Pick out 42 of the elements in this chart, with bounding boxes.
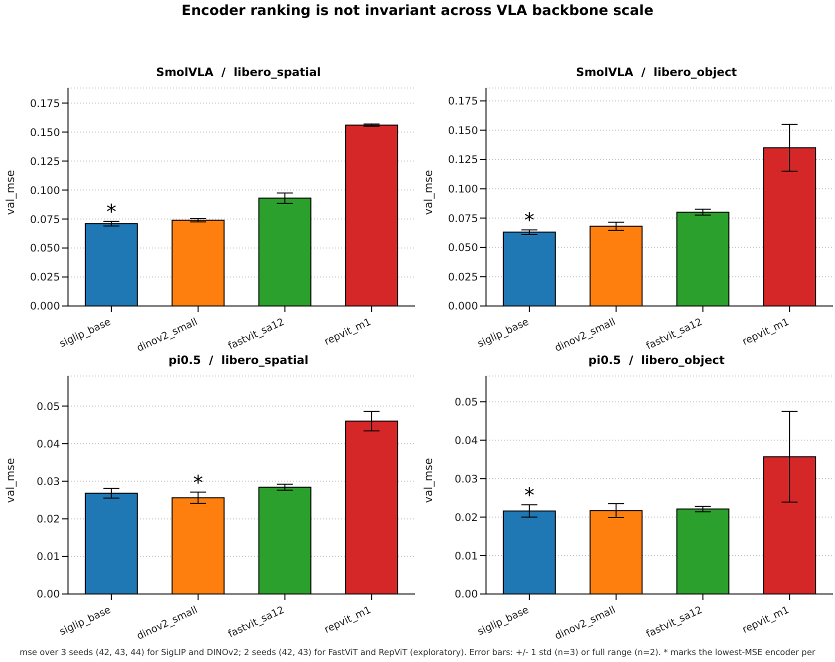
y-tick-label: 0.150 bbox=[448, 124, 478, 137]
y-tick-label: 0.175 bbox=[30, 98, 60, 110]
chart-title: SmolVLA / libero_object bbox=[575, 65, 738, 81]
text: mse over 3 seeds (42, 43, 44) for SigLIP and DINOv2; 2 seeds (42, 43) for FastViT and RepViT (exploratory). Error bars: +/- 1 std (n=3) or full range (n=2). * marks the lowest-MSE encoder per bbox=[18, 647, 816, 657]
y-tick-label: 0.000 bbox=[30, 300, 60, 313]
y-tick-label: 0.00 bbox=[36, 588, 60, 601]
y-tick-label: 0.01 bbox=[36, 551, 60, 564]
y-tick-label: 0.05 bbox=[454, 396, 478, 408]
y-tick-label: 0.050 bbox=[448, 242, 478, 254]
y-tick-label: 0.04 bbox=[36, 438, 60, 450]
text: Encoder ranking is not invariant across VLA backbone scale bbox=[180, 3, 654, 19]
chart-title: pi0.5 / libero_object bbox=[587, 353, 726, 369]
y-axis-title: val_mse bbox=[422, 170, 435, 216]
y-tick-label: 0.025 bbox=[30, 272, 60, 284]
annotation: * bbox=[106, 200, 116, 224]
y-tick-label: 0.02 bbox=[454, 512, 478, 524]
y-tick-label: 0.175 bbox=[448, 96, 478, 108]
y-tick-label: 0.075 bbox=[30, 214, 60, 226]
y-axis-title: val_mse bbox=[422, 458, 435, 504]
y-tick-label: 0.03 bbox=[454, 473, 478, 486]
y-tick-label: 0.05 bbox=[36, 400, 60, 413]
annotation: * bbox=[193, 470, 204, 494]
y-tick-label: 0.03 bbox=[36, 476, 60, 488]
y-tick-label: 0.100 bbox=[30, 184, 60, 197]
y-tick-label: 0.000 bbox=[448, 300, 478, 313]
y-tick-label: 0.125 bbox=[448, 154, 478, 166]
chart-title: pi0.5 / libero_spatial bbox=[168, 353, 310, 369]
chart-title: SmolVLA / libero_spatial bbox=[155, 65, 322, 81]
y-tick-label: 0.100 bbox=[448, 184, 478, 196]
y-axis-title: val_mse bbox=[4, 458, 17, 504]
y-tick-label: 0.150 bbox=[30, 126, 60, 139]
y-tick-label: 0.025 bbox=[448, 271, 478, 284]
y-tick-label: 0.075 bbox=[448, 212, 478, 225]
y-tick-label: 0.125 bbox=[30, 156, 60, 168]
y-tick-label: 0.00 bbox=[454, 588, 478, 601]
y-tick-label: 0.04 bbox=[454, 434, 478, 447]
y-tick-label: 0.050 bbox=[30, 242, 60, 255]
y-tick-label: 0.01 bbox=[454, 550, 478, 562]
y-axis-title: val_mse bbox=[4, 170, 17, 216]
y-tick-label: 0.02 bbox=[36, 514, 60, 526]
annotation: * bbox=[524, 208, 534, 232]
annotation: * bbox=[524, 483, 534, 508]
